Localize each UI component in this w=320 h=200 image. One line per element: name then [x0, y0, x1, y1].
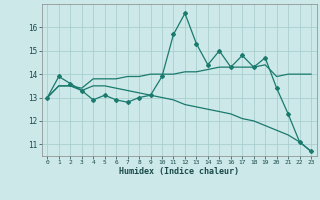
X-axis label: Humidex (Indice chaleur): Humidex (Indice chaleur) [119, 167, 239, 176]
